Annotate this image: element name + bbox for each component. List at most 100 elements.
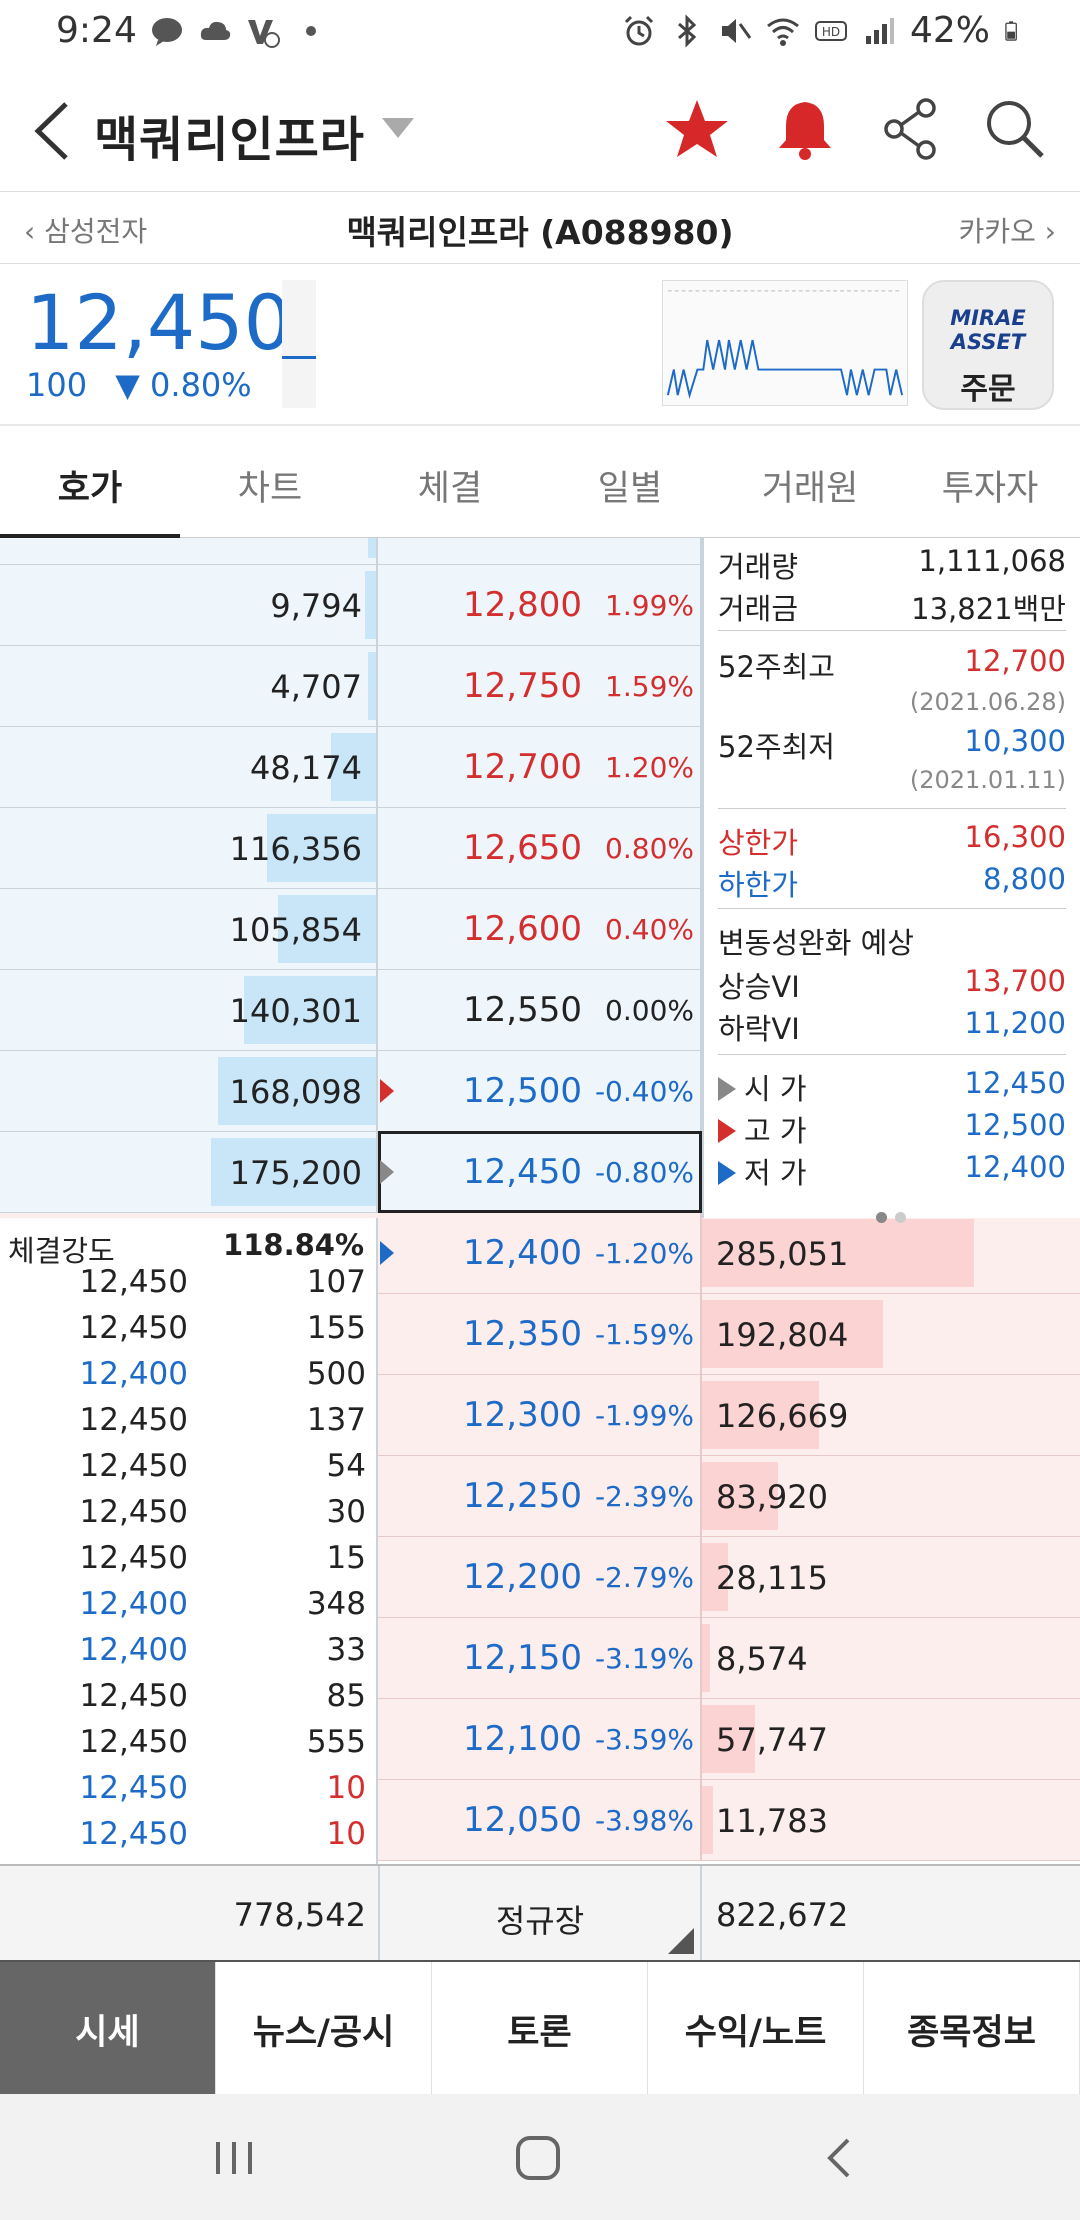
bid-qty-bar — [702, 1219, 975, 1287]
hd-icon: HD — [814, 20, 847, 41]
bottom-tab-quote[interactable]: 시세 — [0, 1962, 216, 2094]
bid-qty-cell: 192,804 — [702, 1294, 1080, 1374]
bid-price-cell: 12,150 -3.19% — [380, 1618, 702, 1698]
bottom-tab-stock-info[interactable]: 종목정보 — [864, 1962, 1080, 2094]
ask-qty: 175,200 — [229, 1154, 362, 1192]
bottom-tab-news[interactable]: 뉴스/공시 — [216, 1962, 432, 2094]
ask-total: 778,542 — [233, 1896, 366, 1934]
order-button[interactable]: MIRAE ASSET 주문 — [922, 280, 1054, 410]
bid-qty-bar — [702, 1705, 755, 1773]
ask-price: 12,600 — [463, 909, 582, 949]
amount-value: 13,821백만 — [911, 592, 1066, 626]
trade-qty: 348 — [306, 1586, 366, 1622]
ask-row[interactable]: 48,174 12,700 1.20% — [0, 727, 702, 808]
prev-stock-link[interactable]: ‹ 삼성전자 — [24, 215, 148, 248]
bid-price: 12,300 — [463, 1395, 582, 1435]
ask-qty-cell: 175,200 — [0, 1132, 378, 1212]
ask-row-partial[interactable] — [0, 538, 702, 565]
bid-qty-cell: 285,051 — [702, 1213, 1080, 1293]
current-price: 12,450 — [26, 278, 292, 367]
search-icon[interactable] — [980, 94, 1050, 164]
trade-price: 12,450 — [79, 1402, 188, 1438]
ask-price: 12,550 — [463, 990, 582, 1030]
current-stock-name: 맥쿼리인프라 (A088980) — [346, 213, 734, 252]
detail-tabs: 호가 차트 체결 일별 거래원 투자자 — [0, 426, 1080, 538]
change-amount: 100 — [26, 366, 88, 404]
next-stock-link[interactable]: 카카오 › — [958, 215, 1056, 248]
bottom-tab-discussion[interactable]: 토론 — [432, 1962, 648, 2094]
trade-price: 12,450 — [79, 1724, 188, 1760]
ask-qty: 140,301 — [229, 992, 362, 1030]
bell-icon[interactable] — [770, 94, 840, 164]
ask-price: 12,800 — [463, 585, 582, 625]
bid-qty: 192,804 — [716, 1316, 849, 1354]
bid-qty: 285,051 — [716, 1235, 849, 1273]
tab-daily[interactable]: 일별 — [597, 469, 663, 509]
home-icon[interactable] — [510, 2130, 566, 2186]
system-back-icon[interactable] — [812, 2130, 868, 2186]
trade-ticks: 체결강도 118.84% 12,450 107 12,450 155 12,400 500… — [0, 1218, 378, 1864]
trade-tick-row: 12,400 33 — [0, 1632, 378, 1678]
ask-row[interactable]: 140,301 12,550 0.00% — [0, 970, 702, 1051]
tab-orderbook[interactable]: 호가 — [0, 426, 180, 538]
back-icon[interactable] — [26, 98, 76, 164]
mute-icon — [721, 18, 752, 43]
orderbook-totals: 778,542 정규장 822,672 — [0, 1864, 1080, 1962]
tab-trades[interactable]: 체결 — [417, 469, 483, 509]
bid-total: 822,672 — [716, 1896, 849, 1934]
system-icons: HD 42% — [622, 10, 1026, 51]
cloud-icon — [200, 21, 231, 40]
stock-title[interactable]: 맥쿼리인프라 — [94, 112, 365, 168]
ask-price-cell: 12,500 -0.40% — [380, 1051, 702, 1131]
ask-row[interactable]: 175,200 12,450 -0.80% — [0, 1132, 702, 1213]
trade-price: 12,450 — [79, 1540, 188, 1576]
vi-down-value: 11,200 — [964, 1006, 1066, 1040]
prev-stock-label: 삼성전자 — [44, 215, 148, 248]
vi-down-label: 하락VI — [718, 1012, 800, 1046]
trade-price: 12,450 — [79, 1494, 188, 1530]
status-time: 9:24 — [56, 10, 137, 51]
mini-intraday-chart[interactable] — [662, 280, 908, 406]
vi-title-label: 변동성완화 예상 — [718, 926, 914, 960]
session-selector[interactable]: 정규장 — [378, 1866, 702, 1960]
trade-price: 12,450 — [79, 1448, 188, 1484]
bid-change-pct: -1.20% — [594, 1237, 694, 1270]
bid-price-cell: 12,250 -2.39% — [380, 1456, 702, 1536]
ask-row[interactable]: 4,707 12,750 1.59% — [0, 646, 702, 727]
ask-price-cell: 12,700 1.20% — [380, 727, 702, 807]
bid-price: 12,150 — [463, 1638, 582, 1678]
trade-price: 12,450 — [79, 1264, 188, 1300]
price-tick-indicator — [282, 280, 316, 408]
bid-qty-bar — [702, 1624, 710, 1692]
trade-qty: 155 — [306, 1310, 366, 1346]
ask-qty-bar — [218, 1057, 376, 1125]
trade-tick-row: 12,450 10 — [0, 1770, 378, 1816]
high-price-marker-icon — [380, 1079, 394, 1103]
low-price-marker-icon — [380, 1241, 394, 1265]
ask-qty: 48,174 — [250, 749, 362, 787]
share-icon[interactable] — [876, 94, 946, 164]
tab-brokers[interactable]: 거래원 — [761, 469, 859, 509]
bid-row[interactable]: 12,400 -1.20% 285,051 — [0, 1213, 1080, 1294]
bid-price: 12,200 — [463, 1557, 582, 1597]
ask-price: 12,450 — [463, 1152, 582, 1192]
svg-text:HD: HD — [822, 25, 840, 39]
tab-chart[interactable]: 차트 — [237, 469, 303, 509]
trade-qty: 555 — [306, 1724, 366, 1760]
notification-icons — [150, 14, 328, 48]
favorite-star-icon[interactable] — [662, 94, 732, 164]
trade-tick-row: 12,450 107 — [0, 1264, 378, 1310]
recent-apps-icon[interactable] — [206, 2130, 262, 2186]
ask-row[interactable]: 168,098 12,500 -0.40% — [0, 1051, 702, 1132]
ask-row[interactable]: 116,356 12,650 0.80% — [0, 808, 702, 889]
stock-dropdown-icon[interactable] — [382, 118, 414, 138]
alarm-icon — [624, 15, 654, 45]
bottom-tab-returns[interactable]: 수익/노트 — [648, 1962, 864, 2094]
ask-row[interactable]: 105,854 12,600 0.40% — [0, 889, 702, 970]
ask-row[interactable]: 9,794 12,800 1.99% — [0, 565, 702, 646]
open-label: 시 가 — [744, 1072, 807, 1106]
trade-tick-row: 12,450 85 — [0, 1678, 378, 1724]
tab-investors[interactable]: 투자자 — [941, 469, 1039, 509]
bid-price: 12,050 — [463, 1800, 582, 1840]
bid-qty-bar — [702, 1543, 729, 1611]
